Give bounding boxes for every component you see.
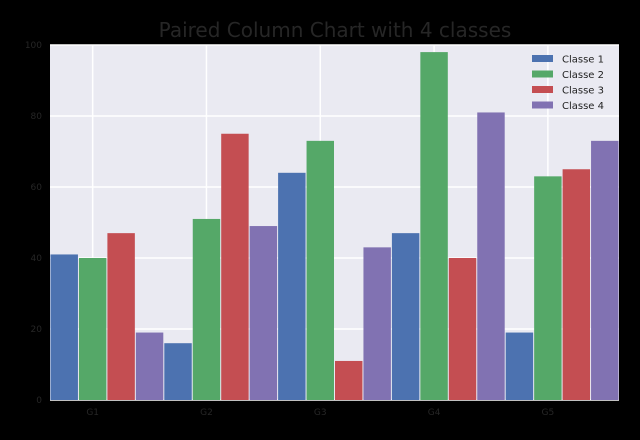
y-tick-label: 100	[25, 41, 42, 51]
bar	[50, 254, 78, 400]
legend-swatch	[532, 101, 553, 109]
bar	[420, 52, 448, 400]
legend: Classe 1 Classe 2 Classe 3 Classe 4	[532, 55, 604, 112]
bar	[278, 172, 306, 400]
bar	[591, 140, 619, 400]
x-tick-label: G5	[542, 408, 555, 418]
bar	[363, 247, 391, 400]
x-tick-label: G1	[86, 408, 99, 418]
y-tick-label: 20	[31, 325, 43, 335]
bar	[335, 360, 363, 400]
bar	[192, 218, 221, 400]
y-tick-label: 60	[31, 183, 43, 193]
bar	[562, 169, 591, 400]
x-tick-label: G4	[428, 408, 441, 418]
legend-swatch	[532, 86, 553, 93]
legend-label: Classe 3	[562, 86, 604, 97]
y-tick-label: 40	[31, 254, 43, 264]
bar	[534, 176, 562, 400]
legend-label: Classe 1	[562, 55, 604, 66]
bar	[135, 332, 164, 400]
y-tick-label: 80	[31, 112, 43, 122]
legend-label: Classe 2	[562, 70, 604, 81]
bar	[477, 112, 505, 400]
bar	[249, 226, 278, 400]
x-tick-label: G3	[314, 408, 327, 418]
x-axis-ticks: G1 G2 G3 G4 G5	[86, 408, 554, 418]
bars	[50, 52, 619, 400]
y-tick-label: 0	[36, 396, 42, 406]
bar	[306, 140, 334, 400]
bar	[391, 233, 420, 400]
bar	[505, 332, 534, 400]
bar	[221, 133, 249, 400]
legend-swatch	[532, 55, 553, 62]
y-axis-ticks: 0 20 40 60 80 100	[25, 41, 42, 406]
plot-area	[50, 45, 619, 400]
x-tick-label: G2	[200, 408, 213, 418]
legend-label: Classe 4	[562, 101, 604, 112]
bar	[78, 258, 107, 400]
chart-title: Paired Column Chart with 4 classes	[159, 18, 512, 42]
bar	[164, 343, 192, 400]
legend-swatch	[532, 70, 553, 78]
bar	[448, 258, 477, 400]
bar	[107, 233, 135, 400]
